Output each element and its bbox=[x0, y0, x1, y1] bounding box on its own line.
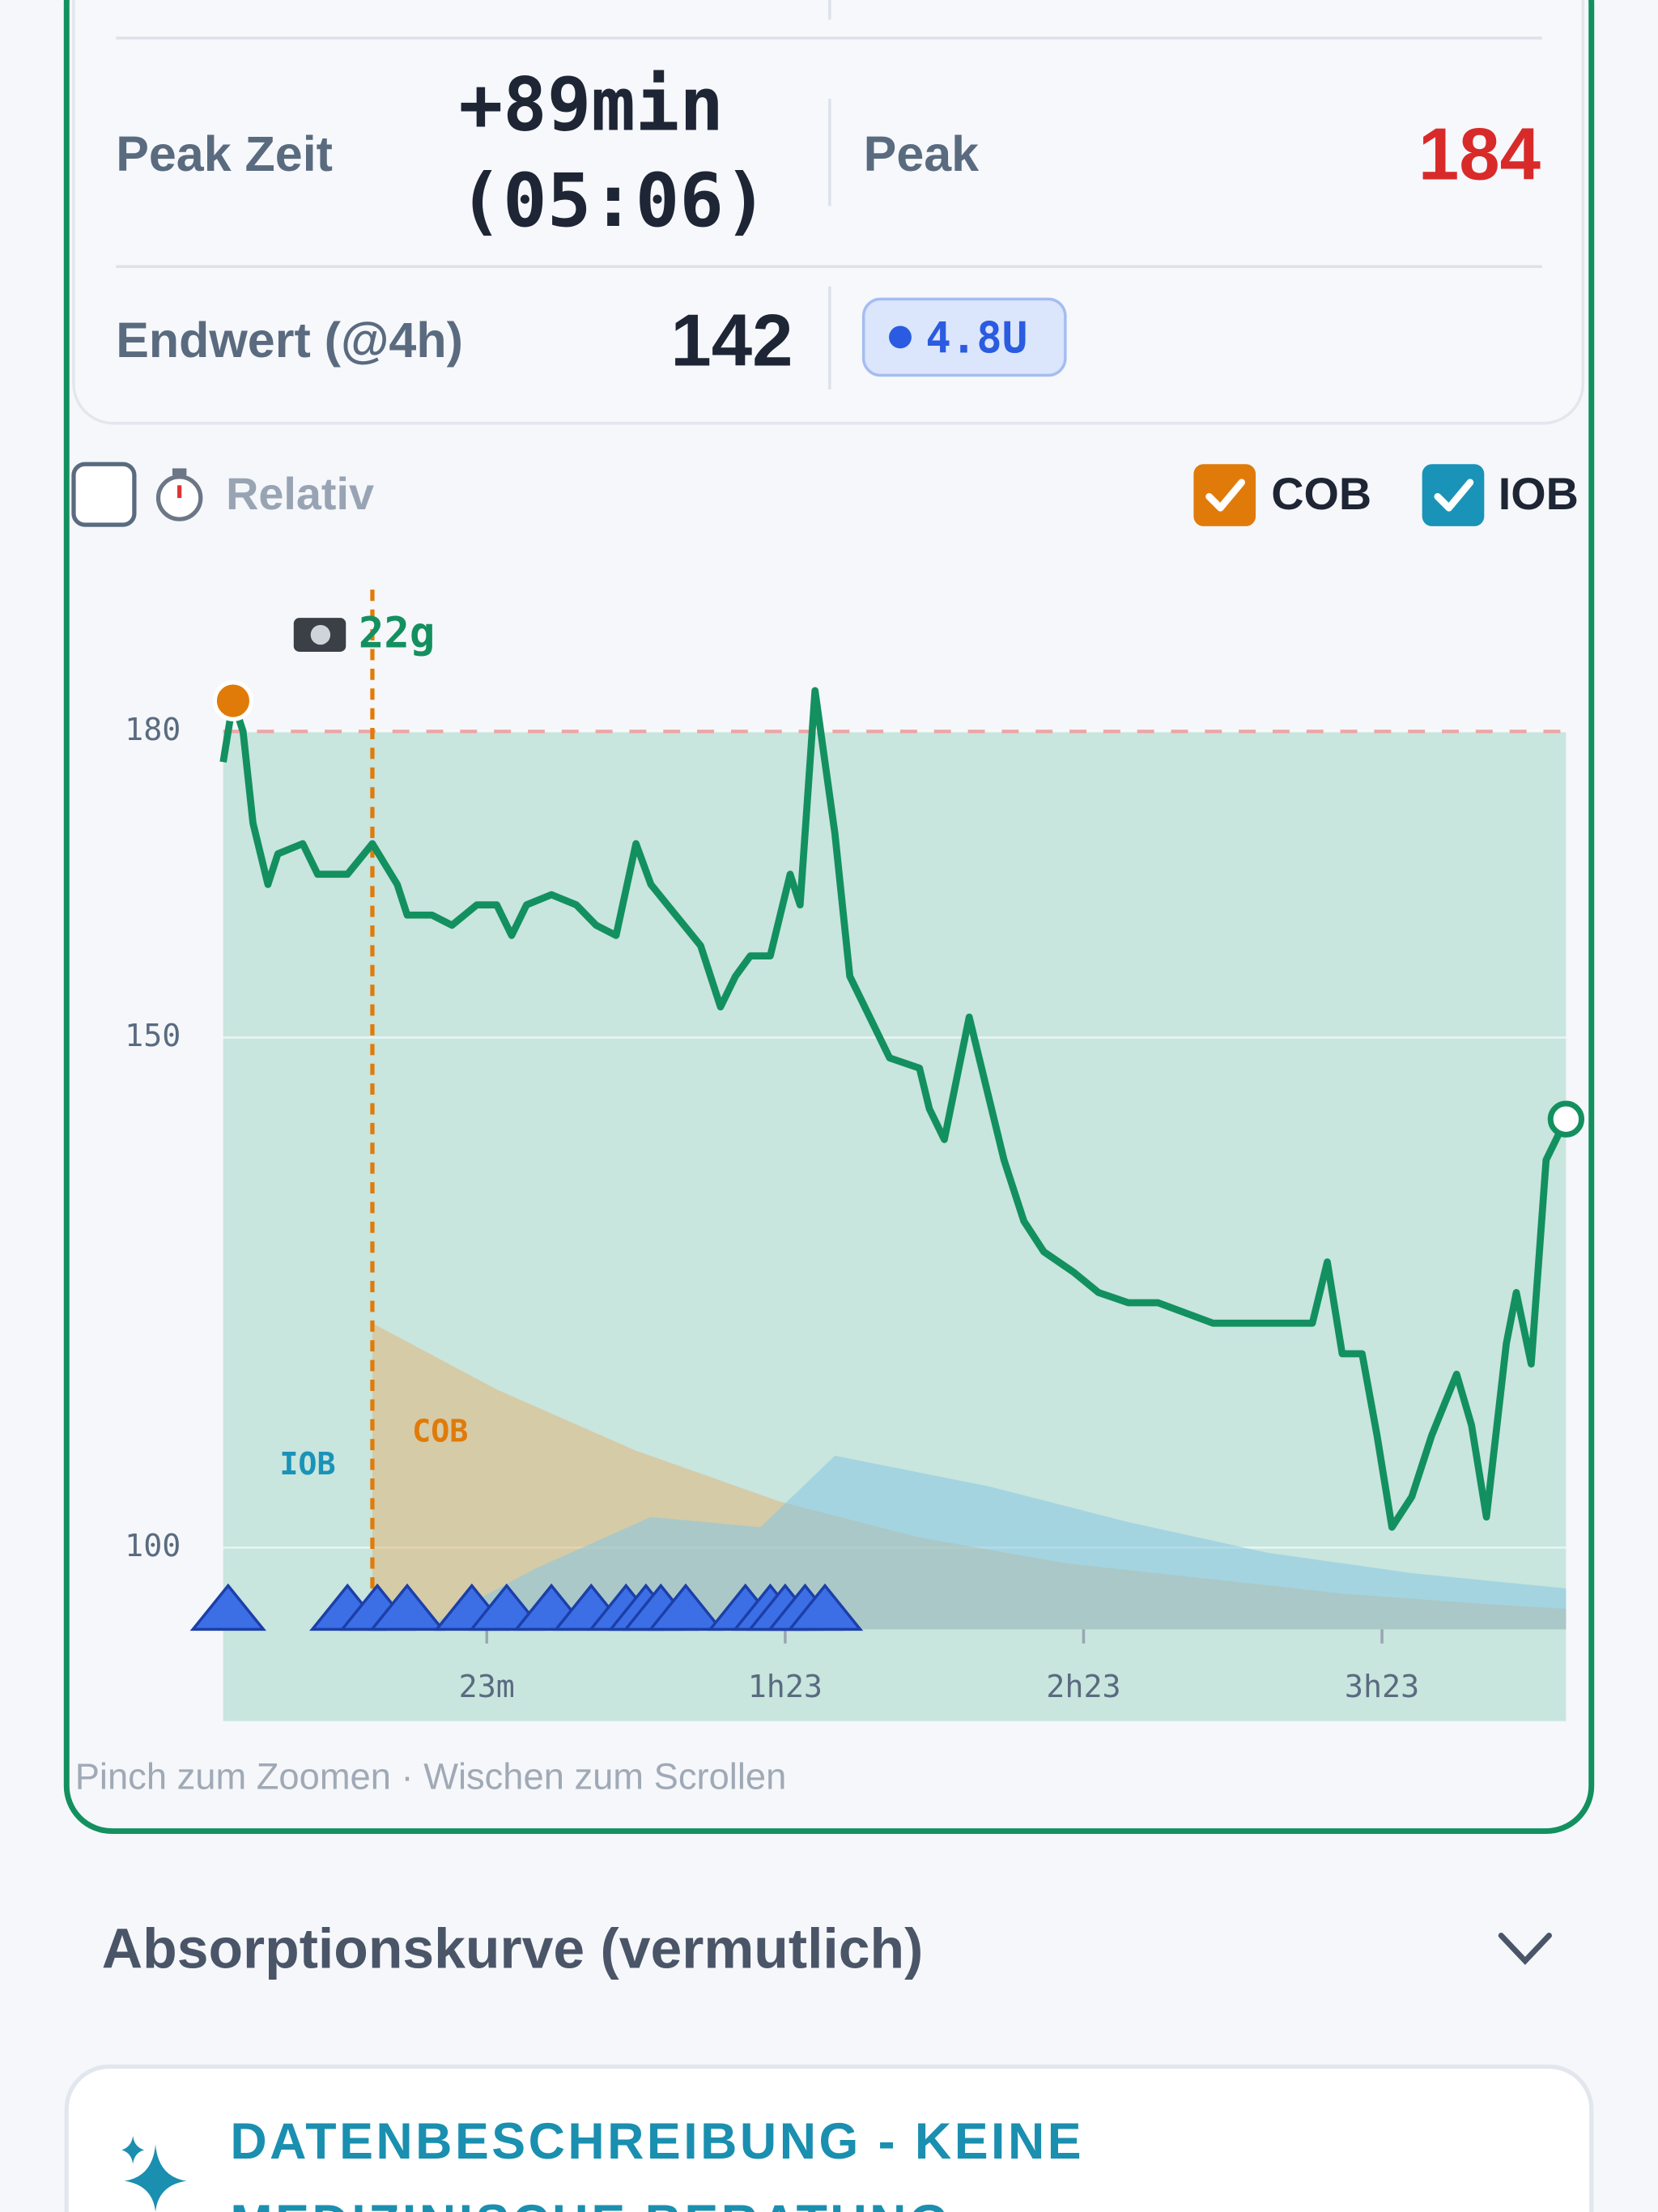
stat-value: 184 bbox=[1418, 113, 1541, 195]
section-title[interactable]: Absorptionskurve (vermutlich) bbox=[102, 1917, 924, 1980]
chevron[interactable] bbox=[1498, 1933, 1552, 1965]
camera-icon bbox=[293, 618, 346, 652]
badge-dot bbox=[889, 325, 912, 349]
checkmark bbox=[1205, 479, 1245, 512]
stat-value: 142 bbox=[670, 300, 793, 381]
end-marker bbox=[1547, 1100, 1585, 1138]
start-marker bbox=[212, 680, 254, 721]
toggle-label: Relativ bbox=[226, 469, 374, 519]
y-tick-label: 180 bbox=[125, 712, 181, 748]
x-tick-label: 2h23 bbox=[1046, 1669, 1120, 1705]
checkbox[interactable] bbox=[1193, 464, 1256, 526]
disclaimer-title: DATENBESCHREIBUNG - KEINE bbox=[230, 2113, 1084, 2170]
x-tick-label: 23m bbox=[459, 1669, 515, 1705]
bolus-marker bbox=[189, 1583, 267, 1631]
stat-label: Peak Zeit bbox=[116, 126, 333, 181]
glucose-line bbox=[219, 687, 1570, 1531]
badge-text: 4.8U bbox=[925, 314, 1027, 364]
bolus-marker bbox=[786, 1583, 864, 1631]
stats-card bbox=[72, 0, 1585, 425]
stat-label: Peak bbox=[864, 126, 979, 181]
stat-label: Endwert (@4h) bbox=[116, 313, 463, 368]
bolus-marker bbox=[368, 1583, 446, 1631]
checkmark bbox=[1434, 479, 1474, 512]
toggle-label: IOB bbox=[1499, 469, 1579, 519]
y-tick-label: 150 bbox=[125, 1018, 181, 1054]
stat-value: +89min bbox=[459, 62, 724, 147]
stopwatch-icon bbox=[155, 468, 203, 521]
plot: 100 150 180 23m 1h23 2h23 3h23 COB IOB 22g bbox=[125, 589, 1585, 1721]
meal-label: 22g bbox=[359, 609, 435, 658]
stat-value: (05:06) bbox=[459, 159, 768, 244]
disclaimer-title: MEDIZINISCHE BERATUNG bbox=[230, 2195, 951, 2212]
toggle-label: COB bbox=[1271, 469, 1371, 519]
x-tick-label: 1h23 bbox=[748, 1669, 823, 1705]
checkbox[interactable] bbox=[71, 462, 137, 527]
x-tick-label: 3h23 bbox=[1345, 1669, 1419, 1705]
disclaimer-card bbox=[64, 2064, 1594, 2212]
y-tick-label: 100 bbox=[125, 1528, 181, 1564]
area-label: IOB bbox=[279, 1446, 335, 1482]
sparkle-icon bbox=[121, 2135, 187, 2212]
bolus-marker bbox=[647, 1583, 725, 1631]
camera-lens bbox=[310, 624, 331, 645]
checkbox[interactable] bbox=[1422, 464, 1485, 526]
area-label: COB bbox=[412, 1414, 468, 1450]
hint: Pinch zum Zoomen · Wischen zum Scrollen bbox=[75, 1755, 787, 1797]
insulin-badge bbox=[861, 297, 1067, 377]
area bbox=[422, 1456, 1567, 1630]
